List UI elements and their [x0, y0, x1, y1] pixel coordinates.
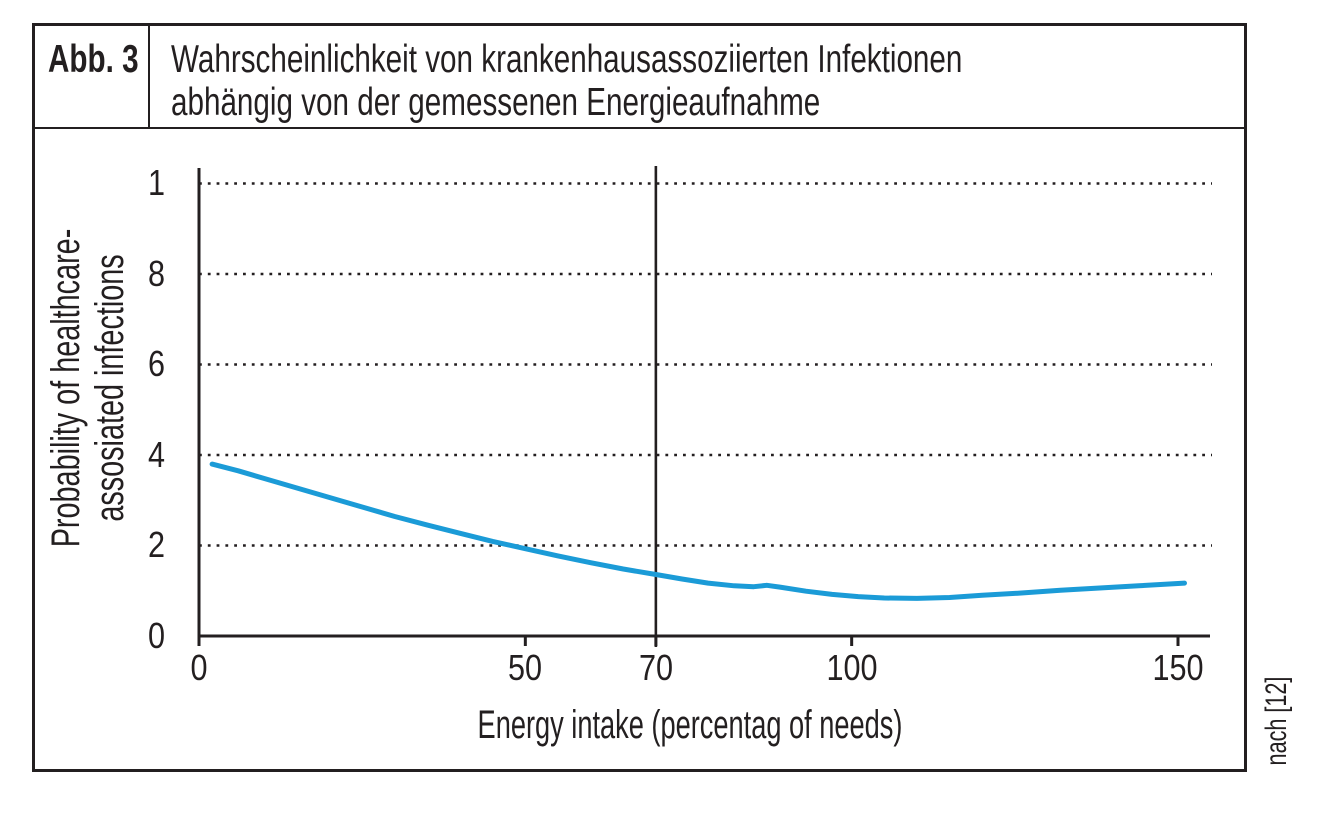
- y-tick-label-04: 4: [147, 433, 165, 475]
- figure-title-line-2: abhängig von der gemessenen Energieaufna…: [171, 81, 821, 124]
- x-tick-label-50: 50: [508, 646, 543, 688]
- x-tick-label-150: 150: [1152, 646, 1204, 688]
- x-tick-label-0: 0: [190, 646, 208, 688]
- x-tick-label-70: 70: [638, 646, 673, 688]
- y-tick-label-06: 6: [147, 343, 165, 384]
- probability-curve: [209, 461, 1187, 601]
- y-tick-label-08: 8: [147, 252, 165, 294]
- y-axis-title-line-1: Probability of healthcare-: [44, 228, 88, 547]
- figure-frame: Abb. 3 Wahrscheinlichkeit von krankenhau…: [32, 23, 1247, 772]
- figure-header: Abb. 3 Wahrscheinlichkeit von krankenhau…: [35, 26, 1244, 129]
- figure-title: Wahrscheinlichkeit von krankenhausassozi…: [150, 26, 1212, 127]
- chart-canvas: [197, 165, 1212, 647]
- x-tick-label-100: 100: [826, 646, 878, 688]
- y-axis-title: Probability of healthcare- assosiated in…: [44, 186, 132, 589]
- y-axis-title-line-2: assosiated infections: [88, 253, 132, 522]
- y-tick-label-02: 2: [147, 524, 165, 565]
- y-tick-label-1: 1: [147, 162, 165, 203]
- figure-label-text: Abb. 3: [48, 38, 139, 81]
- figure-label: Abb. 3: [35, 26, 150, 127]
- source-note: nach [12]: [1260, 676, 1293, 766]
- chart-area: 0 2 4 6 8 1 0 50 70 100 150 Energy intak…: [35, 130, 1244, 769]
- y-tick-label-0: 0: [147, 614, 165, 656]
- x-axis-title: Energy intake (percentag of needs): [477, 702, 903, 747]
- figure-title-line-1: Wahrscheinlichkeit von krankenhausassozi…: [171, 38, 963, 81]
